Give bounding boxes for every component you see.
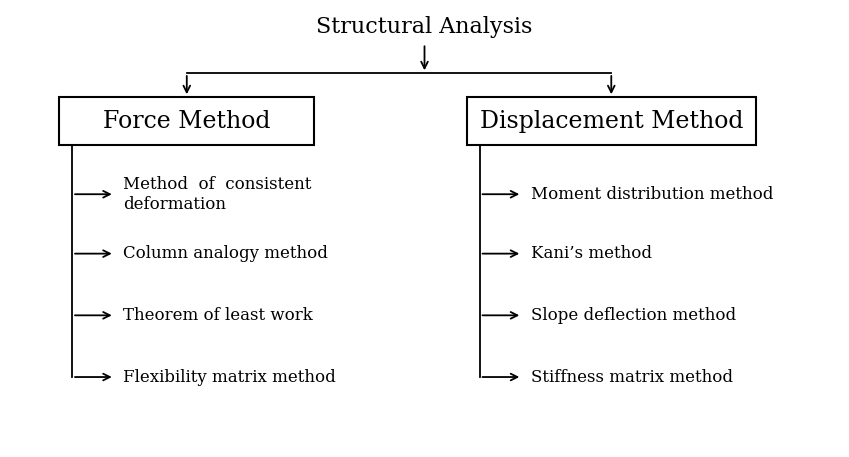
Text: Stiffness matrix method: Stiffness matrix method [531, 368, 733, 386]
Text: Slope deflection method: Slope deflection method [531, 307, 736, 324]
Text: Displacement Method: Displacement Method [480, 110, 743, 133]
Text: Theorem of least work: Theorem of least work [123, 307, 312, 324]
Bar [59, 97, 314, 145]
Bar [467, 97, 756, 145]
Text: Structural Analysis: Structural Analysis [317, 16, 532, 38]
Text: Kani’s method: Kani’s method [531, 245, 652, 262]
Text: Column analogy method: Column analogy method [123, 245, 328, 262]
Text: Flexibility matrix method: Flexibility matrix method [123, 368, 336, 386]
Text: Moment distribution method: Moment distribution method [531, 186, 773, 203]
Text: Force Method: Force Method [103, 110, 271, 133]
Text: Method  of  consistent
deformation: Method of consistent deformation [123, 176, 312, 213]
